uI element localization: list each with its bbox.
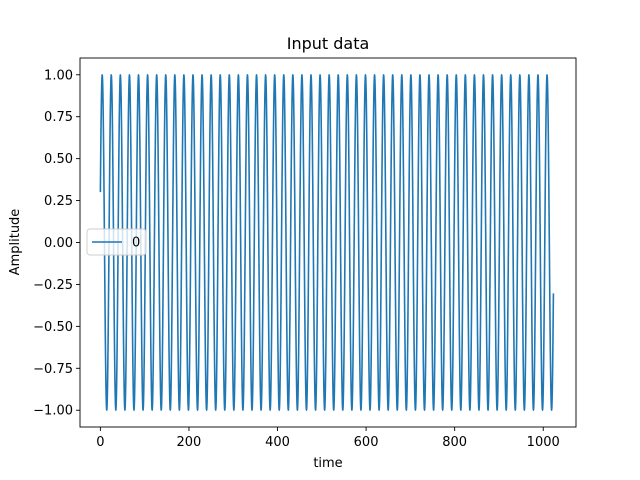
x-tick-label: 400: [265, 435, 290, 450]
series-line-0: [99, 74, 555, 411]
x-tick-label: 600: [354, 435, 379, 450]
x-tick-label: 1000: [527, 435, 560, 450]
chart-title: Input data: [287, 34, 370, 53]
y-tick-label: 0.00: [44, 236, 73, 251]
x-tick-label: 800: [442, 435, 467, 450]
y-tick-label: 0.25: [44, 194, 73, 209]
y-axis-label: Amplitude: [8, 209, 23, 276]
y-tick-label: −0.75: [33, 362, 73, 377]
y-tick-label: 0.75: [44, 110, 73, 125]
y-tick-label: −1.00: [33, 404, 73, 419]
y-tick-label: −0.25: [33, 278, 73, 293]
y-tick-label: −0.50: [33, 320, 73, 335]
y-axis: −1.00 −0.75 −0.50 −0.25 0.00 0.25 0.50 0.75 1.00: [33, 68, 80, 419]
legend-label: 0: [132, 236, 140, 251]
legend: 0: [86, 228, 147, 256]
x-axis: 0 200 400 600 800 1000: [96, 427, 560, 450]
y-tick-label: 1.00: [44, 68, 73, 83]
y-tick-label: 0.50: [44, 152, 73, 167]
x-tick-label: 200: [177, 435, 202, 450]
x-axis-label: time: [313, 456, 342, 471]
x-tick-label: 0: [96, 435, 104, 450]
